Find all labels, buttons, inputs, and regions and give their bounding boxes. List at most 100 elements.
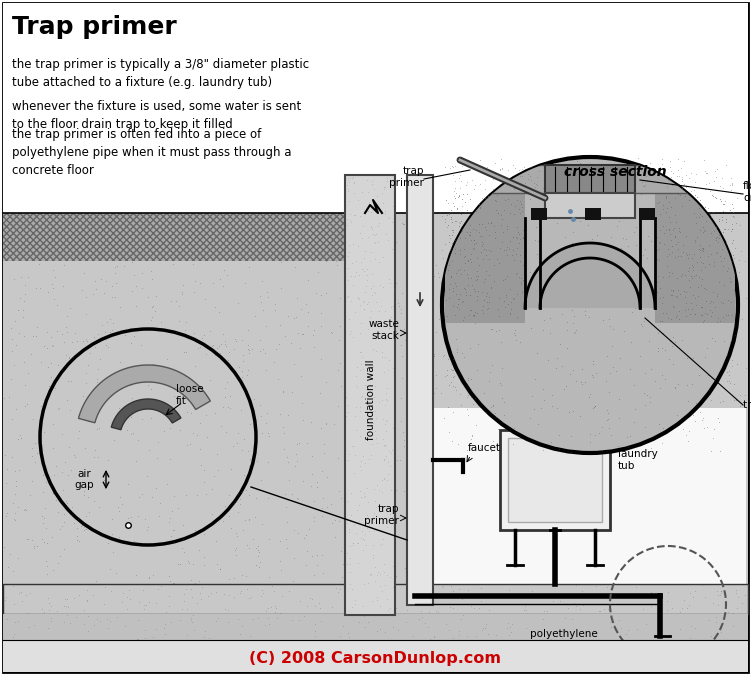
Point [590, 392, 602, 403]
Point [455, 589, 467, 599]
Point [662, 474, 674, 485]
Point [271, 612, 283, 623]
Point [451, 346, 463, 357]
Point [163, 533, 175, 544]
Point [506, 313, 518, 323]
Point [538, 507, 550, 518]
Point [482, 435, 494, 446]
Point [442, 259, 454, 270]
Point [325, 498, 337, 509]
Point [327, 517, 339, 528]
Point [662, 604, 674, 615]
Point [497, 227, 509, 238]
Point [157, 603, 169, 614]
Point [74, 536, 86, 547]
Point [711, 237, 723, 248]
Point [391, 326, 403, 337]
Point [573, 187, 585, 198]
Point [485, 283, 497, 294]
Point [656, 290, 668, 301]
Point [394, 308, 406, 319]
Point [576, 634, 588, 645]
Point [405, 225, 417, 236]
Point [33, 259, 45, 270]
Point [596, 656, 608, 667]
Point [478, 307, 490, 318]
Point [373, 305, 385, 316]
Point [353, 290, 365, 300]
Point [194, 342, 206, 353]
Point [407, 310, 419, 321]
Point [493, 163, 505, 174]
Point [457, 421, 469, 432]
Point [654, 554, 666, 564]
Point [547, 651, 559, 662]
Point [121, 622, 133, 633]
Point [686, 353, 698, 364]
Point [48, 584, 60, 595]
Point [719, 196, 731, 207]
Point [58, 516, 70, 527]
Point [575, 219, 587, 230]
Point [347, 537, 359, 548]
Point [52, 506, 64, 517]
Point [23, 622, 35, 632]
Point [585, 272, 597, 283]
Point [664, 335, 676, 346]
Point [702, 336, 714, 347]
Point [26, 476, 38, 487]
Point [189, 276, 201, 287]
Point [318, 439, 330, 450]
Point [508, 254, 520, 265]
Point [236, 586, 248, 597]
Point [651, 451, 663, 462]
Point [730, 585, 742, 596]
Point [247, 533, 259, 544]
Point [0, 254, 12, 265]
Point [410, 440, 422, 451]
Point [514, 276, 526, 287]
Point [354, 211, 366, 221]
Point [461, 391, 473, 402]
Point [195, 443, 207, 454]
Point [434, 558, 446, 568]
Point [444, 232, 456, 243]
Point [513, 238, 525, 248]
Point [639, 421, 651, 432]
Point [453, 190, 465, 200]
Point [185, 609, 198, 620]
Point [651, 221, 663, 232]
Point [665, 359, 677, 370]
Point [71, 433, 83, 443]
Point [465, 536, 477, 547]
Point [381, 222, 393, 233]
Point [63, 486, 75, 497]
Point [642, 551, 654, 562]
Point [440, 520, 452, 531]
Point [470, 209, 482, 219]
Point [17, 589, 29, 600]
Point [71, 531, 83, 541]
Point [409, 634, 421, 645]
Point [433, 314, 445, 325]
Point [476, 193, 488, 204]
Point [273, 374, 285, 385]
Point [348, 599, 360, 610]
Point [327, 239, 339, 250]
Point [131, 613, 143, 624]
Point [689, 317, 701, 327]
Point [235, 585, 247, 596]
Point [573, 464, 585, 475]
Point [576, 178, 588, 188]
Point [613, 413, 625, 424]
Point [629, 521, 641, 532]
Point [708, 623, 720, 634]
Point [676, 172, 688, 183]
Point [384, 479, 396, 489]
Point [567, 317, 579, 328]
Point [343, 497, 355, 508]
Point [615, 192, 627, 202]
Text: faucet: faucet [468, 443, 501, 453]
Point [587, 467, 599, 478]
Point [101, 360, 113, 371]
